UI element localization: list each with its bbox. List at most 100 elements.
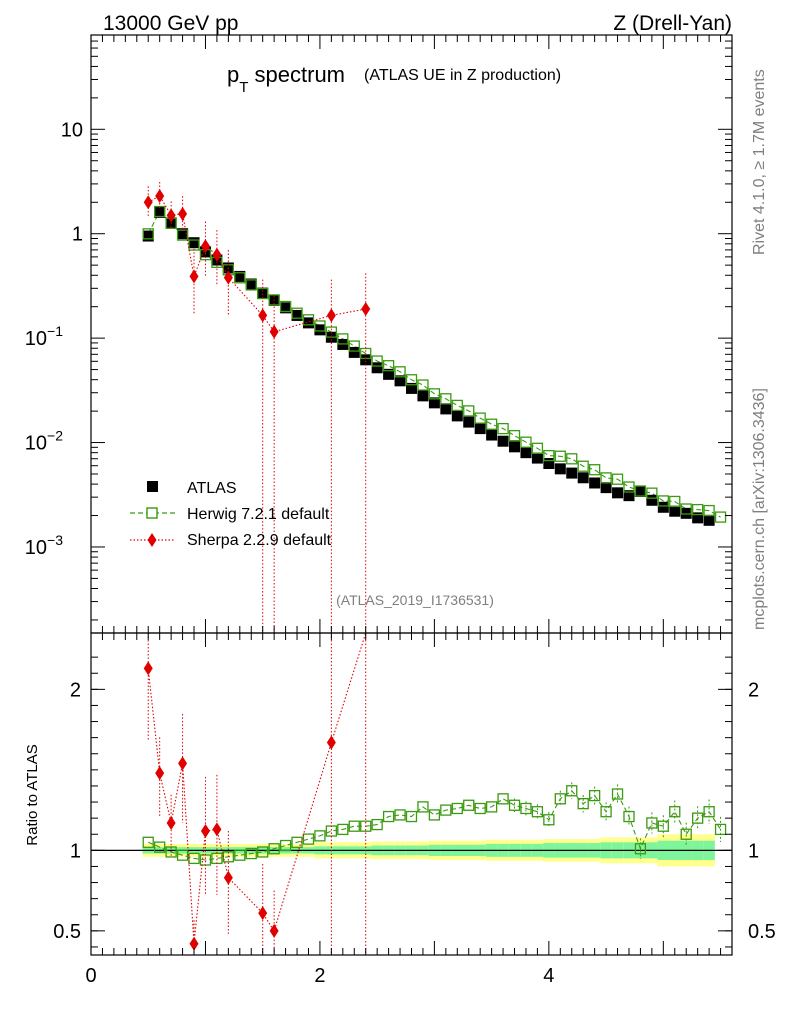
legend-atlas-marker xyxy=(147,481,158,492)
atlas-data-point xyxy=(142,230,154,242)
herwig-ratio-point xyxy=(314,830,326,842)
sherpa-main-point xyxy=(189,269,199,284)
header-right: Z (Drell-Yan) xyxy=(613,12,732,35)
analysis-id-watermark: (ATLAS_2019_I1736531) xyxy=(336,592,494,608)
herwig-main-point xyxy=(497,422,509,435)
herwig-main-point xyxy=(714,511,727,523)
herwig-ratio-point xyxy=(428,809,441,821)
main-y-tick-label: 1 xyxy=(72,224,83,246)
herwig-main-point xyxy=(428,388,441,400)
herwig-ratio-point xyxy=(154,841,166,853)
legend-atlas-label: ATLAS xyxy=(187,480,237,497)
herwig-ratio-point xyxy=(703,806,715,818)
sherpa-ratio-point xyxy=(258,906,268,921)
main-y-tick-label: 10 xyxy=(61,119,83,141)
sherpa-ratio-point xyxy=(223,870,233,885)
herwig-main-point xyxy=(417,379,429,391)
ratio-panel-frame xyxy=(90,632,733,956)
herwig-main-point xyxy=(543,449,555,462)
herwig-main-point xyxy=(554,450,566,462)
main-panel-series xyxy=(142,182,727,633)
header-left: 13000 GeV pp xyxy=(103,12,238,35)
legend: ATLAS Herwig 7.2.1 default Sherpa 2.2.9 … xyxy=(130,480,332,549)
atlas-data-point xyxy=(509,441,521,453)
herwig-ratio-point xyxy=(474,802,486,815)
sherpa-main-point xyxy=(223,270,233,285)
herwig-ratio-point xyxy=(440,804,452,816)
ratio-axis-label: Ratio to ATLAS xyxy=(24,744,41,845)
herwig-ratio-point xyxy=(554,793,566,805)
sherpa-ratio-point xyxy=(326,735,336,750)
atlas-data-point xyxy=(474,423,486,435)
sherpa-ratio-point xyxy=(269,923,279,938)
herwig-ratio-point xyxy=(405,810,418,823)
herwig-main-point xyxy=(268,294,280,306)
atlas-data-point xyxy=(348,346,360,358)
atlas-data-point xyxy=(634,485,646,497)
herwig-main-point xyxy=(291,307,303,319)
sherpa-ratio-point xyxy=(200,824,210,839)
atlas-data-point xyxy=(188,237,200,249)
herwig-ratio-point xyxy=(543,814,555,826)
mcplots-site-label: mcplots.cern.ch [arXiv:1306.3436] xyxy=(751,388,768,630)
herwig-main-point xyxy=(611,473,624,485)
herwig-ratio-point xyxy=(485,801,498,813)
herwig-main-point xyxy=(634,485,647,497)
herwig-main-point xyxy=(337,333,349,345)
sherpa-ratio-point xyxy=(178,756,188,771)
sherpa-main-point xyxy=(143,195,153,210)
herwig-ratio-point xyxy=(611,788,624,800)
herwig-main-point xyxy=(600,472,612,484)
x-tick-label: 4 xyxy=(543,965,554,987)
atlas-data-point xyxy=(497,435,509,447)
herwig-main-point xyxy=(474,412,486,424)
herwig-main-point xyxy=(394,366,406,378)
herwig-main-point xyxy=(692,503,704,516)
herwig-ratio-line xyxy=(147,790,722,861)
herwig-main-point xyxy=(566,453,578,465)
atlas-data-point xyxy=(692,512,704,524)
ratio-y-tick-label: 2 xyxy=(70,679,81,701)
legend-herwig-label: Herwig 7.2.1 default xyxy=(187,506,330,523)
atlas-data-point xyxy=(646,494,658,506)
atlas-data-point xyxy=(554,463,566,475)
atlas-data-point xyxy=(577,472,589,484)
sherpa-ratio-line xyxy=(147,632,367,944)
herwig-main-point xyxy=(520,436,532,448)
plot-title-note: (ATLAS UE in Z production) xyxy=(364,67,561,84)
sherpa-main-point xyxy=(258,308,268,323)
ratio-y-tick-label-right: 2 xyxy=(748,679,759,701)
herwig-ratio-point xyxy=(531,806,544,818)
atlas-data-point xyxy=(669,505,681,517)
herwig-ratio-point xyxy=(348,820,360,832)
ratio-y-tick-label: 1 xyxy=(70,840,81,862)
atlas-data-point xyxy=(566,467,578,479)
herwig-main-point xyxy=(485,418,498,430)
sherpa-ratio-point xyxy=(189,936,199,951)
herwig-ratio-point xyxy=(245,847,257,860)
herwig-ratio-point xyxy=(291,836,303,848)
herwig-ratio-point xyxy=(508,799,521,811)
herwig-main-point xyxy=(577,460,589,472)
atlas-data-point xyxy=(600,482,612,494)
ratio-panel-series xyxy=(142,632,727,955)
atlas-data-point xyxy=(543,458,555,470)
atlas-data-point xyxy=(623,490,635,502)
herwig-ratio-point xyxy=(165,846,177,858)
herwig-main-point xyxy=(176,229,189,241)
atlas-data-point xyxy=(406,382,417,394)
atlas-data-point xyxy=(531,452,543,464)
herwig-ratio-point xyxy=(234,849,246,861)
atlas-data-point xyxy=(486,429,498,441)
herwig-main-point xyxy=(703,504,715,517)
plot-title: pT spectrum xyxy=(227,62,345,96)
sherpa-ratio-point xyxy=(155,766,165,781)
herwig-main-point xyxy=(588,464,601,476)
herwig-ratio-point xyxy=(279,839,292,852)
herwig-main-point xyxy=(463,405,475,417)
herwig-ratio-point xyxy=(577,798,589,810)
herwig-main-line xyxy=(147,210,721,518)
herwig-ratio-point xyxy=(257,846,269,858)
sherpa-main-point xyxy=(212,247,222,262)
